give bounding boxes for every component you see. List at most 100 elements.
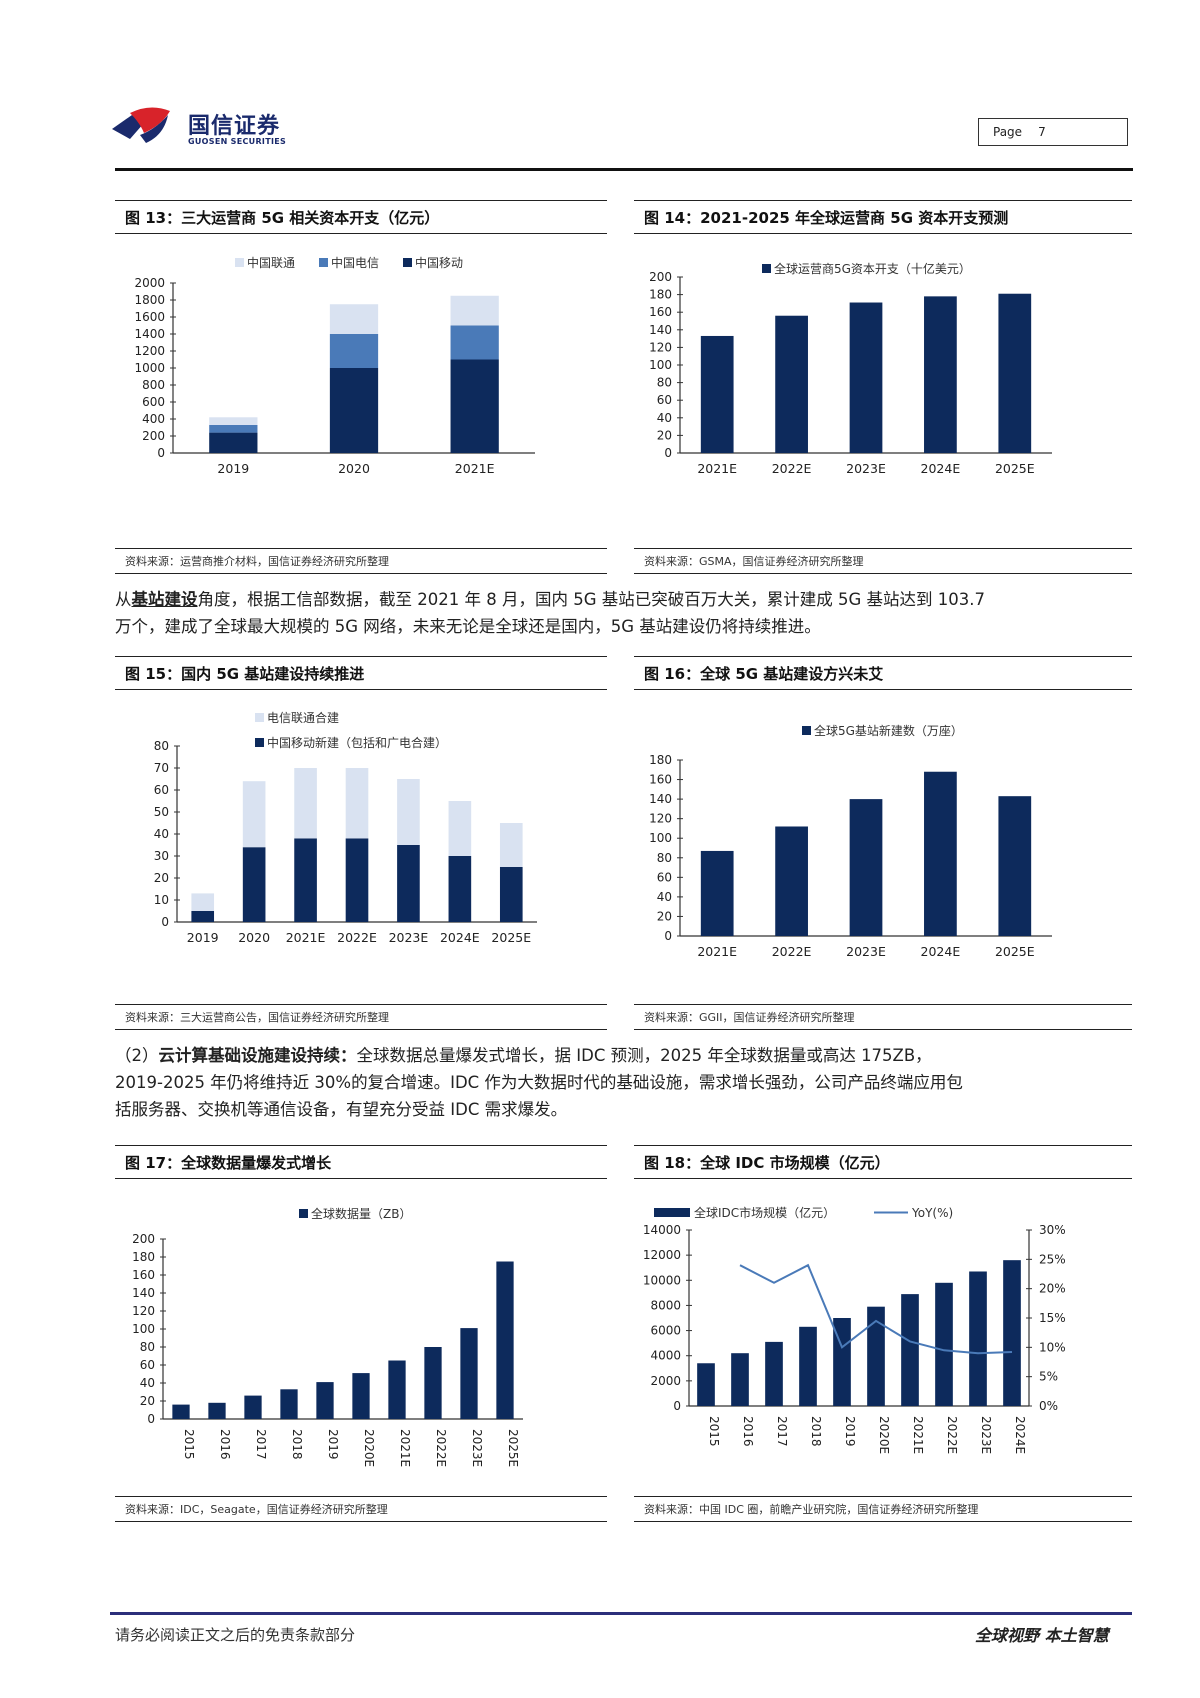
y-tick-label: 8000 xyxy=(650,1298,681,1312)
bar xyxy=(397,845,420,922)
y-tick-label: 12000 xyxy=(643,1248,681,1262)
y2-tick-label: 20% xyxy=(1039,1282,1066,1296)
bar xyxy=(765,1341,783,1406)
fig15-chart: 0 10 20 30 40 50 60 70 80 2019 2020 2021E 2022E 2023E… xyxy=(115,696,607,976)
y-tick-label: 1800 xyxy=(134,293,165,307)
y-tick-label: 2000 xyxy=(134,276,165,290)
y-tick-label: 40 xyxy=(140,1376,155,1390)
x-tick-label: 2025E xyxy=(491,930,531,945)
x-tick-label: 2023E xyxy=(470,1429,484,1467)
y-tick-label: 40 xyxy=(657,411,672,425)
para1-keyword: 基站建设 xyxy=(131,590,198,609)
bar xyxy=(697,1363,715,1406)
bar xyxy=(833,1318,851,1406)
fig15-source: 资料来源：三大运营商公告，国信证券经济研究所整理 xyxy=(115,1004,607,1030)
bar xyxy=(172,1404,190,1419)
y-tick-label: 40 xyxy=(657,890,672,904)
legend-item-label: 电信联通合建 xyxy=(267,710,339,725)
y2-tick-label: 5% xyxy=(1039,1370,1058,1384)
para2-line1: （2）云计算基础设施建设持续：全球数据总量爆发式增长，据 IDC 预测，2025… xyxy=(115,1042,1133,1069)
x-tick-label: 2020E xyxy=(362,1429,376,1467)
bar xyxy=(209,417,258,425)
x-tick-label: 2015 xyxy=(182,1429,196,1460)
footer-rule xyxy=(110,1612,1132,1615)
bar xyxy=(998,293,1032,453)
para1-line1: 从基站建设角度，根据工信部数据，截至 2021 年 8 月，国内 5G 基站已突… xyxy=(115,586,1133,613)
bar xyxy=(316,1382,334,1419)
y-tick-label: 180 xyxy=(132,1250,155,1264)
bar xyxy=(209,424,258,433)
bar xyxy=(935,1282,953,1406)
bar xyxy=(242,781,266,848)
y-tick-label: 80 xyxy=(154,739,169,753)
y-tick-label: 120 xyxy=(132,1304,155,1318)
y-tick-label: 80 xyxy=(657,851,672,865)
legend-item-swatch xyxy=(403,258,412,267)
x-tick-label: 2019 xyxy=(843,1416,857,1447)
bar xyxy=(388,1360,406,1419)
bar xyxy=(775,826,808,936)
fig17-title: 图 17：全球数据量爆发式增长 xyxy=(115,1145,607,1179)
x-tick-label: 2017 xyxy=(775,1416,789,1447)
x-tick-label: 2020 xyxy=(238,930,270,945)
x-tick-label: 2019 xyxy=(187,930,219,945)
x-tick-label: 2015 xyxy=(707,1416,721,1447)
bar xyxy=(424,1347,442,1419)
bar xyxy=(345,838,369,922)
legend-item-label: YoY(%) xyxy=(911,1206,953,1220)
legend-item-label: 中国电信 xyxy=(331,255,379,270)
y-tick-label: 6000 xyxy=(650,1324,681,1338)
bar xyxy=(294,768,317,839)
y-tick-label: 30 xyxy=(154,849,169,863)
y-tick-label: 80 xyxy=(657,376,672,390)
bar xyxy=(450,295,499,326)
y-tick-label: 200 xyxy=(649,270,672,284)
y-tick-label: 0 xyxy=(673,1399,681,1413)
fig18-chart: 0 2000 4000 6000 8000 10000 12000 14000 2015 2016… xyxy=(634,1185,1132,1485)
y-tick-label: 1600 xyxy=(134,310,165,324)
y-tick-label: 100 xyxy=(132,1322,155,1336)
x-tick-label: 2021E xyxy=(911,1416,925,1454)
x-tick-label: 2022E xyxy=(337,930,377,945)
para1-rest1: 角度，根据工信部数据，截至 2021 年 8 月，国内 5G 基站已突破百万大关… xyxy=(197,590,986,609)
bar xyxy=(496,1261,514,1419)
bar xyxy=(191,911,215,922)
x-tick-label: 2018 xyxy=(290,1429,304,1460)
y-tick-label: 0 xyxy=(161,915,169,929)
x-tick-label: 2024E xyxy=(921,944,961,959)
legend-item-swatch xyxy=(255,738,264,747)
y2-tick-label: 30% xyxy=(1039,1223,1066,1237)
fig13-chart: 0 200 400 600 800 1000 1200 1400 1600 1800 2000 201… xyxy=(115,240,607,520)
fig18-source: 资料来源：中国 IDC 圈，前瞻产业研究院，国信证券经济研究所整理 xyxy=(634,1496,1132,1522)
legend-item-label: 全球5G基站新建数（万座） xyxy=(814,723,963,738)
y-tick-label: 200 xyxy=(142,429,165,443)
bar xyxy=(242,847,266,922)
page-number: 7 xyxy=(1038,125,1046,139)
fig17-chart: 0 20 40 60 80 100 120 140 160 180 200 2015 2016 2017 2… xyxy=(115,1185,607,1485)
bar xyxy=(969,1271,987,1406)
bar xyxy=(209,432,258,453)
fig14-chart: 0 20 40 60 80 100 120 140 160 180 200 2021E 2022E 202… xyxy=(634,240,1132,520)
x-tick-label: 2020 xyxy=(338,461,370,476)
fig14-svg: 0 20 40 60 80 100 120 140 160 180 200 2021E 2022E 202… xyxy=(649,261,1052,476)
para2-line1-text: 全球数据总量爆发式增长，据 IDC 预测，2025 年全球数据量或高达 175Z… xyxy=(356,1046,932,1065)
bar xyxy=(280,1389,298,1419)
y-tick-label: 0 xyxy=(147,1412,155,1426)
y-tick-label: 60 xyxy=(140,1358,155,1372)
page-indicator: Page 7 xyxy=(978,118,1128,146)
bar xyxy=(849,302,883,453)
para2-line2: 2019-2025 年仍将维持近 30%的复合增速。IDC 作为大数据时代的基础… xyxy=(115,1073,963,1092)
legend-item-swatch xyxy=(802,726,811,735)
y-tick-label: 160 xyxy=(649,773,672,787)
x-tick-label: 2023E xyxy=(846,944,886,959)
bar xyxy=(700,335,734,453)
y-tick-label: 1000 xyxy=(134,361,165,375)
fig15-svg: 0 10 20 30 40 50 60 70 80 2019 2020 2021E 2022E 2023E… xyxy=(154,710,537,945)
bar xyxy=(460,1328,478,1419)
bar xyxy=(799,1326,817,1406)
guosen-logo-icon xyxy=(112,107,170,143)
legend-item-label: 中国移动新建（包括和广电合建） xyxy=(267,735,447,750)
bar xyxy=(352,1373,370,1419)
bar xyxy=(775,315,808,453)
legend-item-label: 全球数据量（ZB） xyxy=(311,1206,411,1221)
